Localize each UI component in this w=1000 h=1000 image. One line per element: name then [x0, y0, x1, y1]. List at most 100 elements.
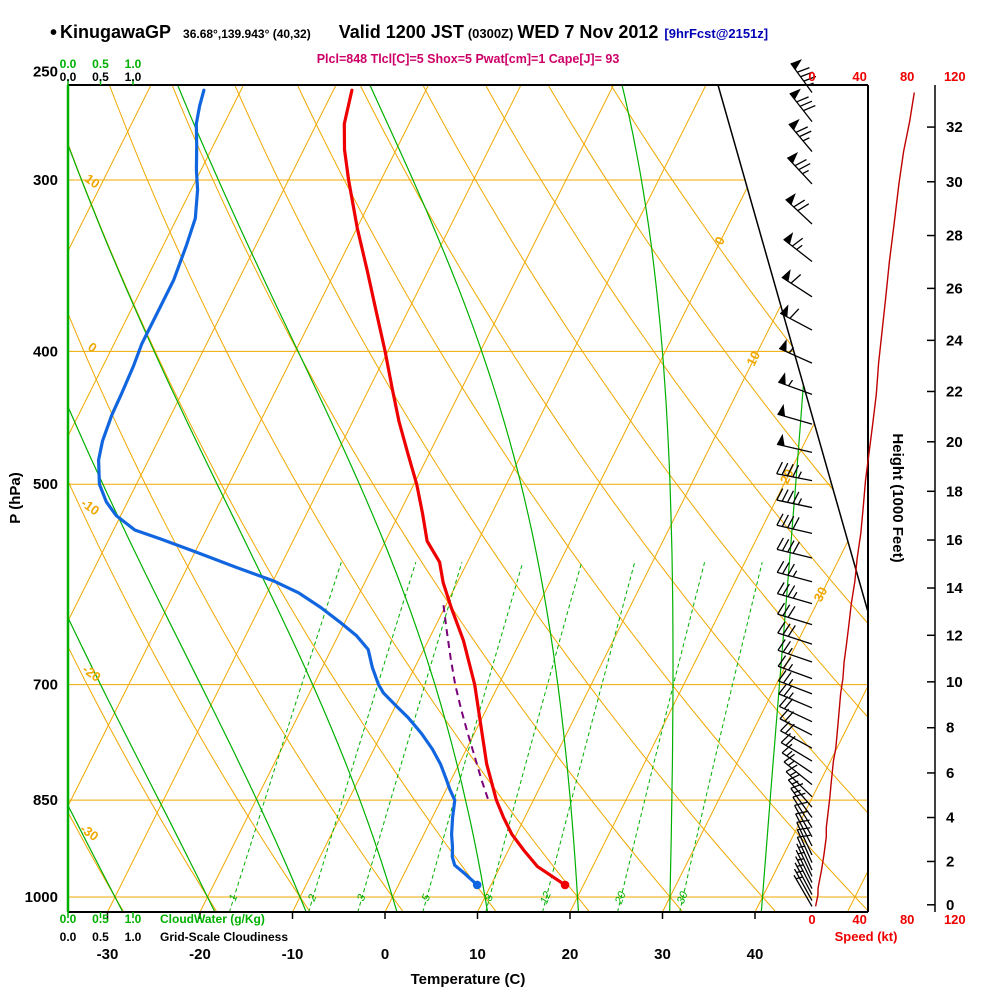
speed-tick-label: 40 — [852, 69, 866, 84]
surface-dewpoint-dot — [472, 880, 482, 890]
cloudiness-scale-label: 0.5 — [92, 70, 109, 84]
height-tick-label: 4 — [946, 810, 955, 827]
mixing-ratio-line — [542, 562, 636, 912]
cloudwater-scale-label: 1.0 — [125, 57, 142, 71]
wind-barb — [776, 513, 813, 534]
wind-barb-column — [776, 59, 817, 907]
wind-barb — [777, 602, 813, 626]
height-tick-label: 32 — [946, 119, 963, 136]
dry-adiabat-line — [107, 85, 591, 912]
temperature-curve — [342, 88, 567, 887]
isotherm-line — [68, 85, 153, 912]
height-tick-label: 20 — [946, 434, 963, 451]
wind-barb — [777, 655, 813, 680]
wind-barb — [777, 372, 813, 395]
cloudwater-scale-label: 0.0 — [60, 57, 77, 71]
wind-barb — [786, 152, 813, 185]
wind-barb — [777, 621, 813, 645]
moist-adiabat-line — [68, 85, 399, 912]
dry-adiabat-line — [482, 85, 868, 912]
height-tick-label: 24 — [946, 332, 963, 349]
cloudiness-scale-label: 1.0 — [125, 930, 142, 944]
wind-barb — [777, 670, 813, 695]
temp-tick-label: 10 — [469, 946, 486, 963]
dry-adiabat-line — [232, 85, 777, 912]
height-tick-label: 30 — [946, 174, 963, 191]
wind-barb — [779, 708, 813, 736]
dry-adiabat-label: -20 — [80, 661, 104, 684]
mixing-ratio-line — [485, 562, 583, 912]
mixing-ratio-line — [357, 562, 463, 912]
temp-tick-label: 30 — [654, 946, 671, 963]
height-tick-label: 22 — [946, 383, 963, 400]
isotherm-line — [105, 85, 523, 912]
wind-barb — [779, 304, 813, 331]
speed-tick-label: 0 — [808, 912, 815, 927]
surface-temperature-dot — [560, 880, 570, 890]
speed-tick-label: 120 — [944, 69, 966, 84]
isotherm-line — [567, 85, 868, 912]
height-axis-label: Height (1000 Feet) — [889, 433, 906, 562]
valid-time-utc: (0300Z) — [467, 26, 514, 41]
wind-barb — [777, 403, 813, 425]
wind-barb — [776, 582, 813, 605]
temp-tick-label: -20 — [189, 946, 211, 963]
wind-barb — [777, 639, 813, 663]
dry-adiabat-label: 10 — [82, 171, 103, 192]
wind-barb — [776, 461, 813, 482]
wind-barb — [778, 683, 813, 709]
mixing-ratio-label: 2 — [306, 893, 320, 904]
moist-adiabat-line — [365, 85, 580, 912]
height-tick-label: 0 — [946, 897, 954, 914]
wind-barb — [776, 488, 813, 509]
isotherm-line — [382, 85, 801, 912]
cloudwater-scale-label: 0.0 — [60, 912, 77, 926]
height-tick-label: 6 — [946, 765, 954, 782]
dewpoint-curve — [97, 88, 479, 887]
isotherm-line — [752, 85, 868, 912]
temp-tick-label: -10 — [282, 946, 304, 963]
station-coords: 36.68°,139.943° (40,32) — [183, 27, 311, 41]
cloudwater-scale-label: 0.5 — [92, 57, 109, 71]
dry-adiabat-line — [420, 85, 868, 912]
height-tick-label: 2 — [946, 853, 954, 870]
mixing-ratio-line — [422, 562, 524, 912]
dry-adiabat-label: -10 — [78, 495, 102, 518]
dry-adiabat-line — [295, 85, 868, 912]
speed-axis-label: Speed (kt) — [835, 929, 898, 944]
pressure-tick-label: 700 — [33, 677, 58, 694]
wind-barb — [783, 232, 813, 263]
mixing-ratio-label: 20 — [613, 889, 629, 907]
wind-barb — [776, 560, 813, 583]
mixing-ratio-label: 1 — [227, 893, 240, 903]
pressure-axis-label: P (hPa) — [7, 472, 24, 523]
isotherm-line — [290, 85, 708, 912]
wind-barb — [789, 88, 816, 123]
cloudiness-scale-label: 0.0 — [60, 930, 77, 944]
temp-tick-label: -30 — [97, 946, 119, 963]
isotherm-line — [660, 85, 868, 912]
wind-barb — [781, 743, 813, 774]
thermo-grid — [68, 85, 868, 912]
mixing-ratio-line — [617, 562, 706, 912]
mixing-ratio-line — [228, 562, 342, 912]
dry-adiabat-line — [68, 85, 497, 912]
speed-curve — [814, 92, 915, 907]
cloudiness-scale-label: 1.0 — [125, 70, 142, 84]
height-tick-label: 10 — [946, 674, 963, 691]
chart-header: • KinugawaGP 36.68°,139.943° (40,32) Valid … — [50, 22, 768, 45]
wind-barb — [792, 792, 813, 828]
isotherm-line — [68, 85, 338, 912]
mixing-ratio-label: 8 — [483, 892, 497, 903]
speed-tick-label: 120 — [944, 912, 966, 927]
height-tick-label: 16 — [946, 532, 963, 549]
wind-speed-profile — [814, 92, 915, 907]
pressure-tick-label: 500 — [33, 476, 58, 493]
wind-barb — [776, 433, 813, 454]
speed-tick-label: 80 — [900, 912, 914, 927]
wind-barb — [785, 193, 813, 225]
wind-barb — [790, 783, 813, 818]
pressure-tick-label: 250 — [33, 63, 58, 80]
